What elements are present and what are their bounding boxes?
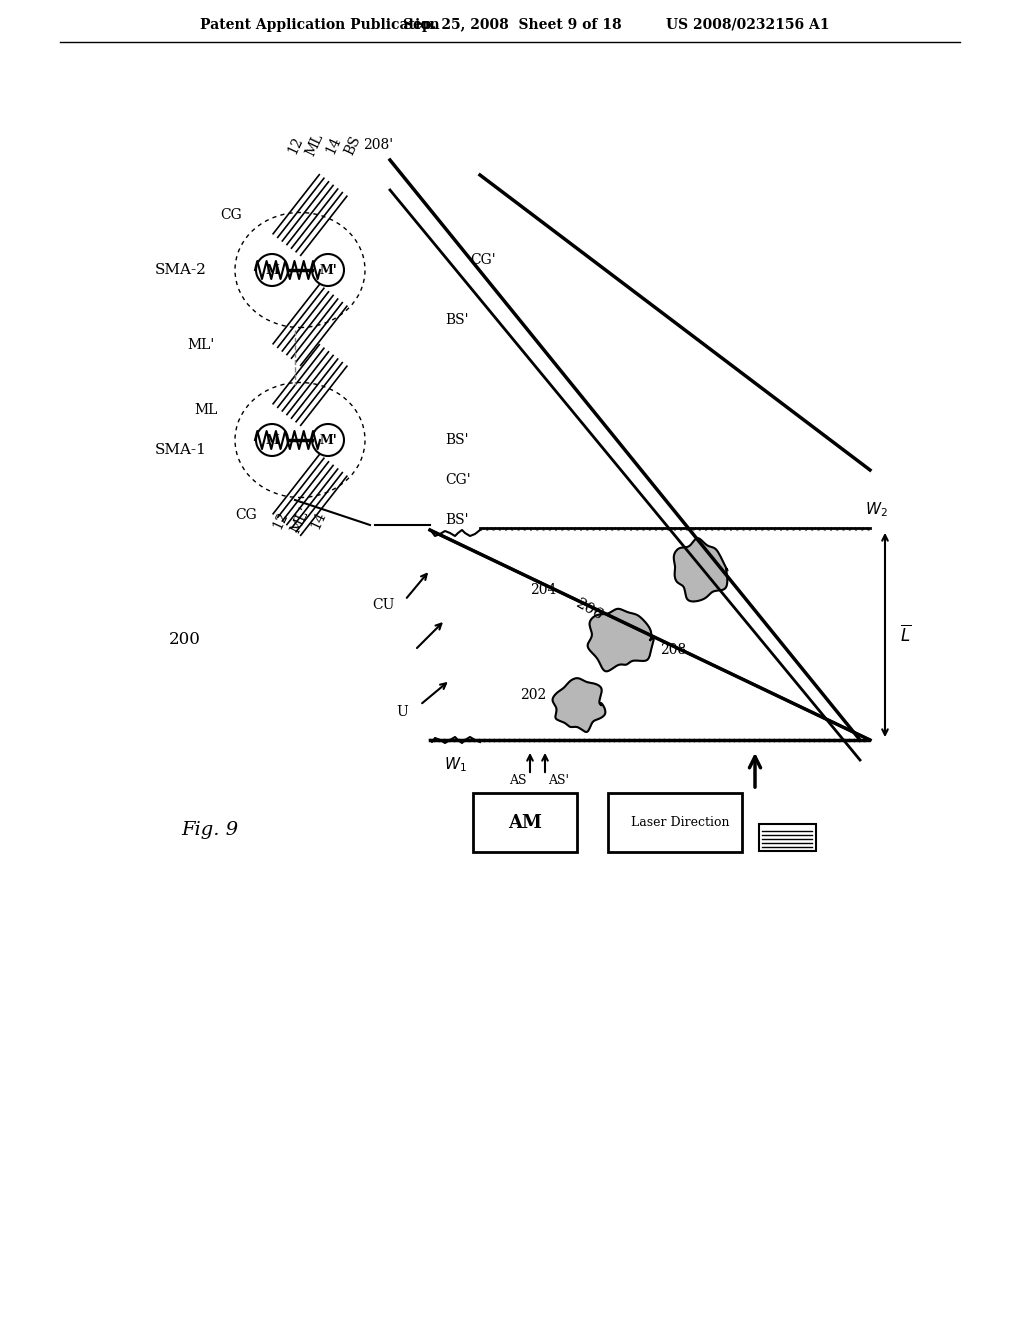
- Text: M': M': [319, 264, 337, 276]
- Text: AS': AS': [548, 774, 569, 787]
- Text: 14: 14: [323, 135, 343, 156]
- Text: 204: 204: [530, 583, 556, 597]
- Text: M: M: [265, 433, 279, 446]
- Text: Fig. 9: Fig. 9: [181, 821, 239, 840]
- Text: ML: ML: [304, 132, 327, 158]
- Text: $W_2$: $W_2$: [865, 500, 888, 519]
- Text: SMA-1: SMA-1: [155, 444, 207, 457]
- Text: Laser Direction: Laser Direction: [631, 817, 729, 829]
- Text: ML': ML': [288, 504, 312, 536]
- Polygon shape: [588, 609, 653, 672]
- Text: BS': BS': [445, 433, 469, 447]
- Text: AS: AS: [510, 774, 527, 787]
- Text: 208': 208': [362, 139, 393, 152]
- Circle shape: [256, 253, 288, 286]
- Circle shape: [312, 424, 344, 455]
- Text: US 2008/0232156 A1: US 2008/0232156 A1: [667, 18, 830, 32]
- Text: CG: CG: [234, 508, 257, 521]
- Text: 200: 200: [169, 631, 201, 648]
- Text: 14: 14: [308, 510, 328, 531]
- Text: $\overline{L}$: $\overline{L}$: [900, 624, 911, 645]
- Text: M: M: [265, 264, 279, 276]
- Text: BS': BS': [445, 513, 469, 527]
- Text: 12: 12: [285, 135, 305, 156]
- Text: M': M': [319, 433, 337, 446]
- Text: U: U: [396, 705, 408, 719]
- Text: 206: 206: [573, 597, 606, 623]
- Polygon shape: [553, 678, 605, 733]
- Polygon shape: [674, 539, 727, 602]
- Text: CG: CG: [220, 209, 242, 222]
- Circle shape: [312, 253, 344, 286]
- Circle shape: [256, 424, 288, 455]
- Text: BS: BS: [342, 133, 364, 157]
- Text: SMA-2: SMA-2: [155, 263, 207, 277]
- Text: 202: 202: [520, 688, 546, 702]
- Text: Patent Application Publication: Patent Application Publication: [200, 18, 439, 32]
- Text: ML': ML': [187, 338, 215, 352]
- Text: CG': CG': [445, 473, 471, 487]
- FancyBboxPatch shape: [759, 824, 816, 851]
- FancyBboxPatch shape: [608, 793, 742, 851]
- Text: CG': CG': [470, 253, 496, 267]
- Text: 208: 208: [660, 643, 686, 657]
- Text: CU: CU: [373, 598, 395, 612]
- Text: ML: ML: [195, 403, 218, 417]
- Text: BS': BS': [445, 313, 469, 327]
- FancyBboxPatch shape: [473, 793, 577, 851]
- Text: AM: AM: [508, 814, 542, 832]
- Text: 12: 12: [270, 510, 290, 531]
- Text: $W_1$: $W_1$: [443, 755, 466, 775]
- Text: Sep. 25, 2008  Sheet 9 of 18: Sep. 25, 2008 Sheet 9 of 18: [402, 18, 622, 32]
